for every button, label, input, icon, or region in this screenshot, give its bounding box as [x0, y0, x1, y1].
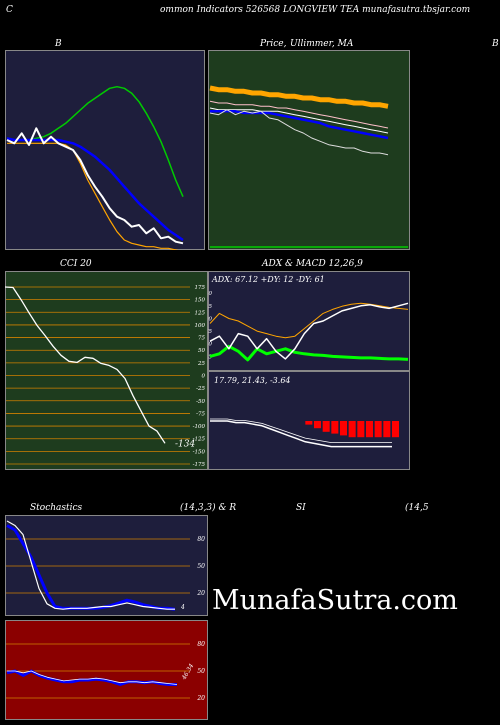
macd-histogram-bar: [314, 421, 321, 429]
macd-histogram-bar: [357, 421, 365, 438]
label-price: Price,: [260, 39, 287, 49]
macd-line: [210, 420, 392, 448]
adx-series-line: [209, 344, 409, 362]
panel-background: [5, 271, 208, 470]
label-right-edge: B: [492, 39, 499, 49]
cci-panel: 175 150 125 100 75 50 25 0 -25 -50 -75 -100 -125 -150…: [5, 271, 208, 470]
bollinger-series-line: [7, 142, 179, 250]
label-b: B: [55, 39, 62, 49]
stoch-tick-label: 50: [197, 563, 205, 570]
label-cci: CCI 20: [60, 259, 92, 269]
adx-panel: 150 125 100 75 50 25 ADX: 67.12 +DY: 12 -DY: 6…: [208, 271, 410, 371]
cci-tick-label: -100: [193, 424, 206, 430]
cci-tick-label: 175: [195, 285, 206, 291]
cci-tick-label: -50: [196, 399, 205, 405]
cci-tick-label: -150: [193, 449, 206, 455]
adx-values-label: ADX: 67.12 +DY: 12 -DY: 61: [211, 275, 325, 284]
bollinger-panel: [5, 50, 205, 250]
macd-histogram-bar: [348, 421, 356, 438]
label-stoch-params: (14,3,3) & R: [180, 503, 237, 513]
adx-tick-label: 125: [208, 304, 212, 310]
cci-tick-label: 125: [195, 310, 206, 316]
label-adx-macd: ADX & MACD 12,26,9: [262, 259, 363, 269]
bollinger-series-line: [6, 127, 184, 245]
price-panel: [208, 50, 410, 250]
stoch-tick-label: 20: [196, 590, 205, 597]
panel-background: [5, 515, 208, 616]
macd-signal-line: [210, 418, 392, 443]
price-series-line: [209, 85, 389, 109]
header-letter: C: [6, 5, 13, 15]
cci-tick-label: 150: [195, 298, 206, 304]
adx-tick-label: 75: [208, 329, 212, 335]
macd-histogram-bar: [322, 421, 330, 432]
price-series-line: [210, 110, 389, 140]
macd-histogram-bar: [374, 421, 382, 438]
adx-series-line: [209, 302, 409, 339]
stoch-tick-label: 80: [197, 536, 205, 543]
macd-histogram-bar: [392, 421, 399, 438]
label-stoch: Stochastics: [30, 503, 83, 513]
macd-histogram-bar: [366, 421, 373, 438]
cci-tick-label: 0: [202, 374, 206, 380]
cci-value-label: -134: [175, 439, 195, 449]
panel-background: [5, 50, 205, 250]
cci-tick-label: 50: [198, 348, 205, 354]
stoch-end-label: 4: [180, 604, 185, 611]
rsi-tick-label: 20: [196, 695, 205, 702]
adx-tick-label: 150: [208, 291, 212, 297]
rsi-signal-line: [7, 670, 178, 685]
stoch-d-line: [6, 520, 175, 610]
price-series-line: [209, 109, 389, 156]
cci-tick-label: -125: [193, 437, 206, 443]
panel-background: [5, 620, 208, 720]
adx-series-line: [209, 302, 409, 360]
label-si-params: (14,5: [405, 503, 429, 513]
cci-tick-label: -75: [196, 411, 205, 417]
macd-histogram-bar: [383, 421, 391, 438]
label-si: SI: [296, 503, 306, 513]
macd-values-label: 17.79, 21.43, -3.64: [214, 376, 291, 385]
panel-background: [208, 50, 410, 250]
cci-tick-label: -25: [196, 386, 205, 392]
label-price-overlap: Ullimmer, MA: [290, 39, 354, 49]
macd-histogram-bar: [305, 421, 313, 425]
stochastics-panel: 80 50 20 4: [5, 515, 208, 616]
price-series-line: [209, 107, 389, 134]
adx-tick-label: 100: [208, 316, 212, 322]
price-series-line: [209, 100, 389, 129]
watermark: MunafaSutra.com: [212, 585, 458, 616]
cci-tick-label: 75: [198, 336, 205, 342]
header-title: ommon Indicators 526568 LONGVIEW TEA mun…: [160, 5, 471, 15]
adx-tick-label: 50: [208, 342, 212, 348]
rsi-tick-label: 80: [197, 641, 205, 648]
rsi-tick-label: 50: [197, 668, 205, 675]
cci-tick-label: 25: [197, 361, 205, 367]
macd-panel: 17.79, 21.43, -3.64: [208, 371, 410, 470]
bollinger-series-line: [6, 85, 184, 198]
bollinger-series-line: [6, 137, 184, 242]
cci-tick-label: -175: [193, 462, 206, 468]
cci-line: [5, 286, 166, 444]
macd-histogram-bar: [331, 421, 339, 434]
macd-histogram-bar: [340, 421, 347, 436]
adx-tick-label: 25: [208, 354, 212, 360]
cci-tick-label: 100: [195, 323, 206, 329]
